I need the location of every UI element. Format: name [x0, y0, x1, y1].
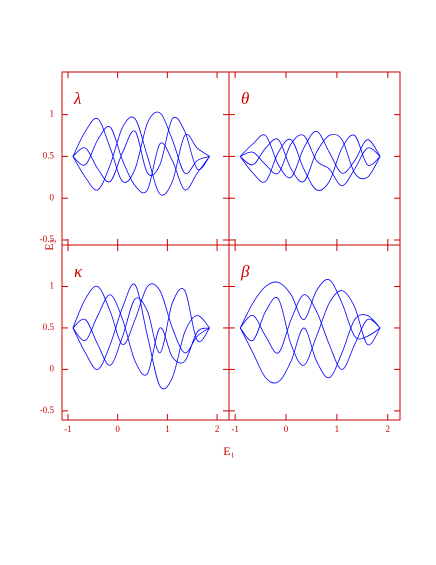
- data-line: [239, 314, 381, 384]
- data-line: [72, 283, 210, 354]
- panel-frame: [228, 244, 401, 421]
- data-line: [239, 290, 381, 366]
- data-line: [72, 111, 210, 183]
- y-tick-label: 0.5: [43, 322, 55, 332]
- data-line: [239, 294, 381, 370]
- x-tick-label: 2: [215, 424, 220, 434]
- y-tick-label: 0: [50, 363, 55, 373]
- data-line: [72, 116, 210, 183]
- data-line: [239, 133, 381, 183]
- y-tick-label: 1: [50, 109, 55, 119]
- data-line: [239, 130, 381, 179]
- y-tick-label: 0.5: [43, 150, 55, 160]
- x-tick-label: 1: [335, 424, 340, 434]
- y-tick-label: 0: [50, 192, 55, 202]
- panel-label: κ: [74, 262, 83, 281]
- data-line: [240, 134, 381, 187]
- data-line: [72, 116, 210, 196]
- x-tick-label: -1: [231, 424, 239, 434]
- panel-label: λ: [73, 89, 81, 108]
- panel-frame: [228, 71, 401, 246]
- data-line: [239, 279, 381, 340]
- x-tick-label: -1: [64, 424, 72, 434]
- y-axis-title: E₂: [42, 239, 56, 251]
- data-line: [72, 126, 210, 194]
- panel-label: θ: [241, 89, 249, 108]
- data-line: [72, 283, 210, 390]
- x-tick-label: 0: [115, 424, 120, 434]
- x-axis-title: E₁: [223, 444, 235, 458]
- panel-label: β: [240, 262, 250, 281]
- y-tick-label: 1: [50, 281, 55, 291]
- data-line: [72, 294, 210, 376]
- y-tick-label: -0.5: [40, 405, 55, 415]
- panel-frame: [61, 244, 230, 421]
- x-tick-label: 0: [284, 424, 289, 434]
- x-tick-label: 2: [386, 424, 391, 434]
- y-tick-label: -0.5: [40, 234, 55, 244]
- x-tick-label: 1: [165, 424, 170, 434]
- data-line: [72, 288, 210, 366]
- data-line: [239, 134, 381, 191]
- panel-frame: [61, 71, 230, 246]
